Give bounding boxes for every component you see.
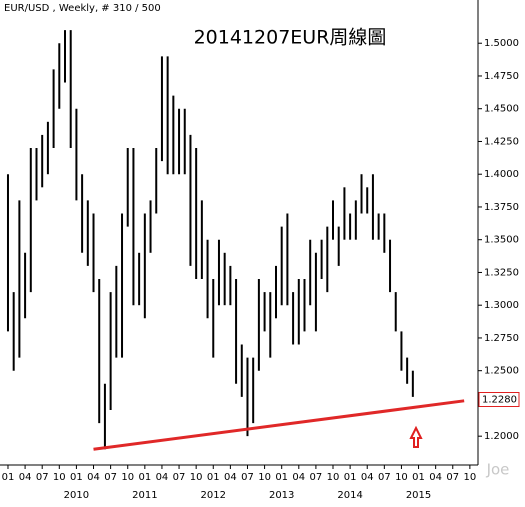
x-tick-label: 01 — [2, 472, 15, 483]
y-tick-label: 1.5000 — [484, 38, 519, 49]
y-tick-label: 1.4750 — [484, 71, 519, 82]
x-tick-label: 01 — [412, 472, 425, 483]
y-tick-label: 1.4500 — [484, 104, 519, 115]
x-tick-label: 01 — [138, 472, 151, 483]
x-tick-label: 04 — [292, 472, 305, 483]
x-tick-label: 10 — [327, 472, 340, 483]
x-tick-label: 07 — [173, 472, 186, 483]
y-tick-label: 1.2750 — [484, 333, 519, 344]
x-tick-label: 04 — [361, 472, 374, 483]
year-label: 2011 — [132, 490, 157, 501]
x-tick-label: 04 — [87, 472, 100, 483]
year-label: 2013 — [269, 490, 294, 501]
x-tick-label: 01 — [70, 472, 83, 483]
y-tick-label: 1.4000 — [484, 169, 519, 180]
x-tick-label: 01 — [275, 472, 288, 483]
x-tick-label: 07 — [378, 472, 391, 483]
current-price-box — [478, 392, 520, 408]
trend-line — [93, 399, 465, 451]
x-tick-label: 01 — [207, 472, 220, 483]
x-tick-label: 10 — [395, 472, 408, 483]
x-tick-label: 10 — [258, 472, 271, 483]
y-tick-label: 1.2500 — [484, 366, 519, 377]
y-tick-label: 1.3500 — [484, 235, 519, 246]
year-label: 2015 — [406, 490, 431, 501]
chart-title: 20141207EUR周線圖 — [194, 27, 387, 49]
x-tick-label: 07 — [241, 472, 254, 483]
x-tick-label: 07 — [36, 472, 49, 483]
current-price-label: 1.2280 — [482, 395, 517, 406]
y-tick-label: 1.3250 — [484, 267, 519, 278]
x-tick-label: 04 — [429, 472, 442, 483]
x-tick-label: 04 — [224, 472, 237, 483]
x-tick-label: 10 — [464, 472, 477, 483]
x-tick-label: 01 — [344, 472, 357, 483]
x-tick-label: 07 — [310, 472, 323, 483]
y-tick-label: 1.4250 — [484, 136, 519, 147]
y-tick-label: 1.3750 — [484, 202, 519, 213]
year-label: 2010 — [64, 490, 89, 501]
year-label: 2012 — [201, 490, 226, 501]
x-tick-label: 07 — [446, 472, 459, 483]
year-label: 2014 — [337, 490, 362, 501]
y-tick-label: 1.3000 — [484, 300, 519, 311]
header: EUR/USD , Weekly, # 310 / 500 — [4, 3, 161, 14]
x-tick-label: 07 — [104, 472, 117, 483]
x-tick-label: 10 — [190, 472, 203, 483]
watermark: Joe — [486, 461, 510, 479]
x-tick-label: 04 — [19, 472, 32, 483]
x-tick-label: 04 — [156, 472, 169, 483]
arrow — [409, 425, 423, 448]
x-tick-label: 10 — [53, 472, 66, 483]
x-tick-label: 10 — [121, 472, 134, 483]
y-tick-label: 1.2000 — [484, 431, 519, 442]
